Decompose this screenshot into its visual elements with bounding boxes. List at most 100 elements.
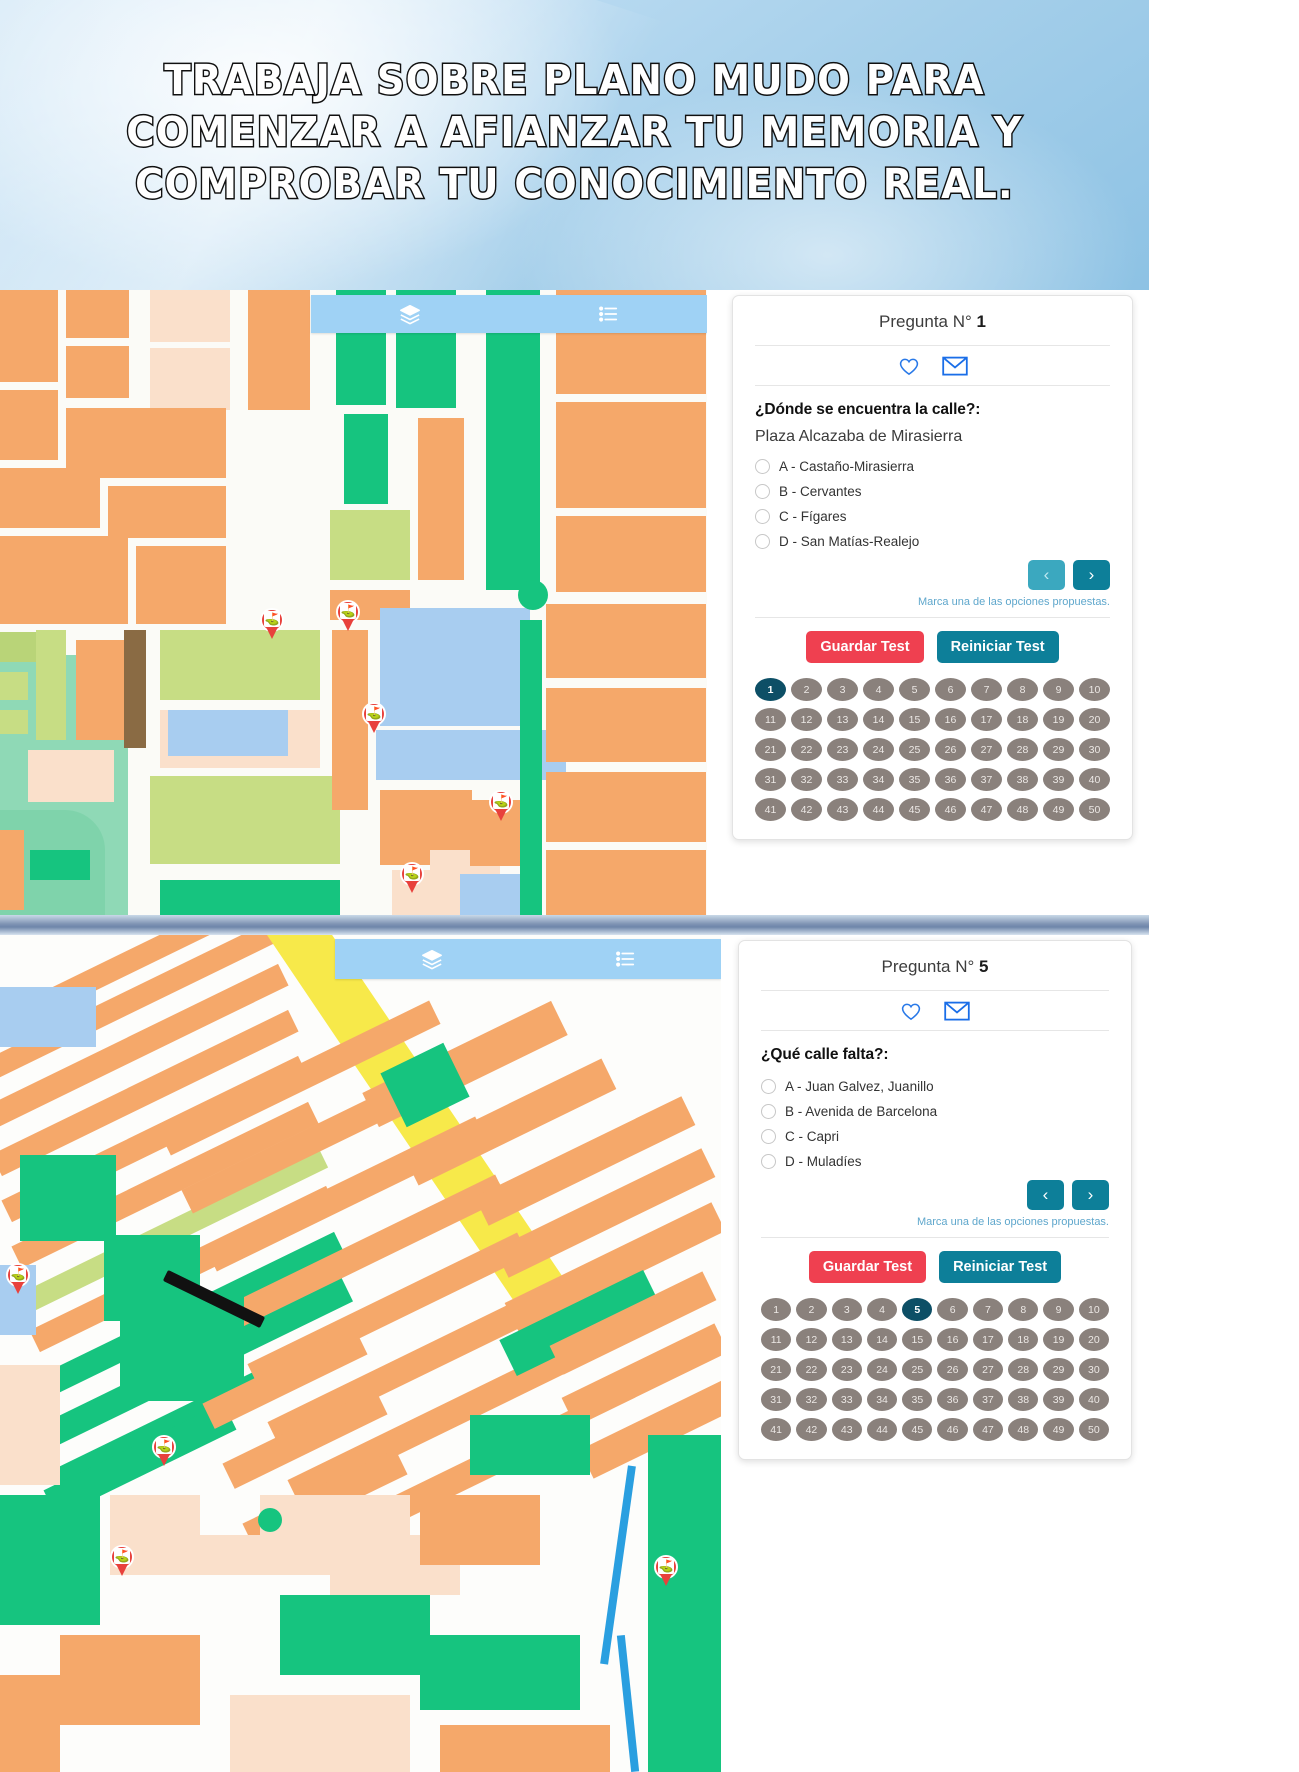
- question-number-7[interactable]: 7: [972, 1298, 1004, 1321]
- question-number-37[interactable]: 37: [971, 768, 1002, 791]
- map-toolbar-2[interactable]: [335, 939, 721, 979]
- map-toolbar-1[interactable]: [311, 295, 707, 333]
- question-number-3[interactable]: 3: [827, 678, 858, 701]
- question-number-5[interactable]: 5: [899, 678, 930, 701]
- question-number-32[interactable]: 32: [796, 1388, 827, 1411]
- question-number-34[interactable]: 34: [863, 768, 894, 791]
- heart-icon[interactable]: [898, 356, 920, 376]
- question-number-17[interactable]: 17: [972, 1328, 1004, 1351]
- question-number-23[interactable]: 23: [831, 1358, 862, 1381]
- question-number-24[interactable]: 24: [866, 1358, 898, 1381]
- question-number-16[interactable]: 16: [935, 708, 966, 731]
- list-icon[interactable]: [597, 303, 619, 325]
- question-number-17[interactable]: 17: [971, 708, 1002, 731]
- layers-icon[interactable]: [421, 948, 443, 970]
- question-number-12[interactable]: 12: [796, 1328, 827, 1351]
- option-b[interactable]: B - Avenida de Barcelona: [761, 1099, 1109, 1124]
- save-test-button[interactable]: Guardar Test: [808, 1251, 927, 1283]
- question-number-26[interactable]: 26: [935, 738, 966, 761]
- map-pin-icon[interactable]: ⛳: [110, 1545, 134, 1577]
- question-number-4[interactable]: 4: [866, 1298, 898, 1321]
- question-number-15[interactable]: 15: [902, 1328, 933, 1351]
- question-number-8[interactable]: 8: [1007, 678, 1038, 701]
- question-number-23[interactable]: 23: [827, 738, 858, 761]
- next-question-button[interactable]: ›: [1073, 560, 1110, 590]
- question-number-14[interactable]: 14: [863, 708, 894, 731]
- question-number-22[interactable]: 22: [791, 738, 822, 761]
- question-number-10[interactable]: 10: [1078, 1298, 1109, 1321]
- question-number-6[interactable]: 6: [937, 1298, 968, 1321]
- question-number-42[interactable]: 42: [791, 798, 822, 821]
- map-pin-icon[interactable]: ⛳: [400, 862, 424, 894]
- question-number-37[interactable]: 37: [972, 1388, 1004, 1411]
- question-number-47[interactable]: 47: [972, 1418, 1004, 1441]
- question-number-2[interactable]: 2: [791, 678, 822, 701]
- mail-icon[interactable]: [944, 1001, 970, 1021]
- radio-d[interactable]: [755, 534, 770, 549]
- question-number-27[interactable]: 27: [972, 1358, 1004, 1381]
- radio-c[interactable]: [755, 509, 770, 524]
- question-number-31[interactable]: 31: [755, 768, 786, 791]
- question-number-40[interactable]: 40: [1079, 768, 1110, 791]
- question-number-25[interactable]: 25: [899, 738, 930, 761]
- question-number-26[interactable]: 26: [937, 1358, 968, 1381]
- question-number-18[interactable]: 18: [1007, 708, 1038, 731]
- question-number-21[interactable]: 21: [755, 738, 786, 761]
- question-number-20[interactable]: 20: [1079, 708, 1110, 731]
- map-pin-icon[interactable]: ⛳: [336, 600, 360, 632]
- radio-c[interactable]: [761, 1129, 776, 1144]
- map-pin-icon[interactable]: ⛳: [260, 608, 284, 640]
- question-number-29[interactable]: 29: [1043, 1358, 1074, 1381]
- question-number-46[interactable]: 46: [937, 1418, 968, 1441]
- question-number-25[interactable]: 25: [902, 1358, 933, 1381]
- question-number-1[interactable]: 1: [761, 1298, 792, 1321]
- question-number-43[interactable]: 43: [827, 798, 858, 821]
- prev-question-button[interactable]: ‹: [1028, 560, 1065, 590]
- question-number-18[interactable]: 18: [1008, 1328, 1039, 1351]
- question-number-31[interactable]: 31: [761, 1388, 792, 1411]
- question-number-35[interactable]: 35: [902, 1388, 933, 1411]
- question-number-19[interactable]: 19: [1043, 708, 1074, 731]
- option-c[interactable]: C - Fígares: [755, 504, 1110, 529]
- question-number-43[interactable]: 43: [831, 1418, 862, 1441]
- question-number-8[interactable]: 8: [1008, 1298, 1039, 1321]
- question-number-28[interactable]: 28: [1007, 738, 1038, 761]
- option-d[interactable]: D - San Matías-Realejo: [755, 529, 1110, 554]
- radio-d[interactable]: [761, 1154, 776, 1169]
- heart-icon[interactable]: [900, 1001, 922, 1021]
- question-number-13[interactable]: 13: [827, 708, 858, 731]
- question-number-12[interactable]: 12: [791, 708, 822, 731]
- map-pin-icon[interactable]: ⛳: [6, 1263, 30, 1295]
- question-number-21[interactable]: 21: [761, 1358, 792, 1381]
- save-test-button[interactable]: Guardar Test: [806, 631, 924, 663]
- question-number-33[interactable]: 33: [827, 768, 858, 791]
- question-number-41[interactable]: 41: [755, 798, 786, 821]
- question-number-19[interactable]: 19: [1043, 1328, 1074, 1351]
- reset-test-button[interactable]: Reiniciar Test: [936, 631, 1059, 663]
- map-view-1[interactable]: ⛳ ⛳ ⛳ ⛳ ⛳: [0, 290, 707, 915]
- list-icon[interactable]: [614, 948, 636, 970]
- question-number-49[interactable]: 49: [1043, 1418, 1074, 1441]
- question-number-44[interactable]: 44: [866, 1418, 898, 1441]
- question-number-20[interactable]: 20: [1078, 1328, 1109, 1351]
- question-number-40[interactable]: 40: [1078, 1388, 1109, 1411]
- question-number-5[interactable]: 5: [902, 1298, 933, 1321]
- question-number-2[interactable]: 2: [796, 1298, 827, 1321]
- question-number-45[interactable]: 45: [902, 1418, 933, 1441]
- question-number-38[interactable]: 38: [1007, 768, 1038, 791]
- question-number-42[interactable]: 42: [796, 1418, 827, 1441]
- question-number-45[interactable]: 45: [899, 798, 930, 821]
- question-number-39[interactable]: 39: [1043, 768, 1074, 791]
- question-number-15[interactable]: 15: [899, 708, 930, 731]
- question-number-49[interactable]: 49: [1043, 798, 1074, 821]
- map-view-2[interactable]: ⛳ ⛳ ⛳ ⛳: [0, 935, 721, 1772]
- map-pin-icon[interactable]: ⛳: [362, 702, 386, 734]
- radio-b[interactable]: [761, 1104, 776, 1119]
- layers-icon[interactable]: [399, 303, 421, 325]
- option-c[interactable]: C - Capri: [761, 1124, 1109, 1149]
- question-number-6[interactable]: 6: [935, 678, 966, 701]
- question-number-41[interactable]: 41: [761, 1418, 792, 1441]
- question-number-30[interactable]: 30: [1078, 1358, 1109, 1381]
- next-question-button[interactable]: ›: [1072, 1180, 1109, 1210]
- question-number-11[interactable]: 11: [755, 708, 786, 731]
